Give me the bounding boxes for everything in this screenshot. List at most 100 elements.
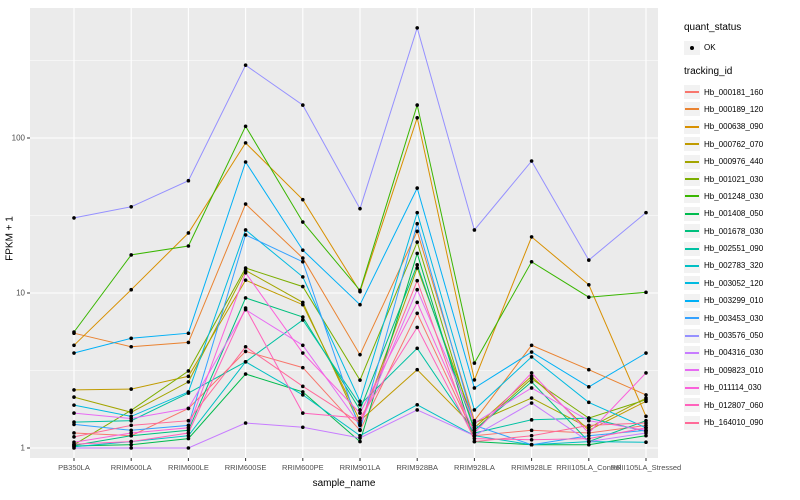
x-tick-label: RRIM600LE: [168, 463, 209, 472]
data-point: [587, 423, 591, 428]
data-point: [186, 446, 191, 450]
y-axis-title: FPKM + 1: [4, 216, 16, 261]
data-point: [243, 421, 248, 425]
data-point: [415, 115, 420, 120]
legend-item-Hb_000762_070: Hb_000762_070: [684, 136, 800, 153]
data-point: [644, 371, 648, 375]
data-point: [644, 440, 648, 444]
data-point: [243, 124, 248, 129]
x-tick-label: RRIM928LE: [511, 463, 552, 472]
data-point: [243, 233, 248, 237]
data-point: [644, 425, 648, 430]
data-point: [243, 270, 248, 275]
data-point: [644, 421, 648, 425]
data-point: [186, 436, 191, 441]
data-point: [301, 197, 305, 202]
data-point: [529, 401, 534, 405]
legend-item-Hb_009823_010: Hb_009823_010: [684, 362, 800, 379]
data-point: [243, 278, 248, 282]
legend: quant_status OK tracking_id Hb_000181_16…: [684, 22, 800, 441]
x-tick-label: RRIM901LA: [340, 463, 381, 472]
legend-line-swatch: [684, 137, 700, 152]
data-point: [587, 367, 591, 372]
data-point: [186, 433, 191, 438]
legend-title-quant-status: quant_status: [684, 22, 742, 33]
data-point: [186, 231, 191, 235]
data-point: [415, 240, 420, 244]
data-point: [472, 361, 477, 365]
data-point: [415, 186, 420, 190]
data-point: [129, 431, 133, 435]
data-point: [72, 216, 76, 220]
data-point: [358, 428, 362, 432]
data-point: [415, 251, 420, 256]
data-point: [472, 439, 477, 444]
data-point: [529, 428, 534, 433]
data-point: [472, 408, 477, 412]
legend-item-Hb_003453_030: Hb_003453_030: [684, 309, 800, 326]
data-point: [301, 256, 305, 260]
data-point: [243, 372, 248, 376]
data-point: [358, 439, 362, 444]
data-point: [529, 371, 534, 375]
data-point: [587, 439, 591, 444]
data-point: [301, 425, 305, 430]
legend-item-label: Hb_001248_030: [704, 191, 764, 201]
data-point: [644, 210, 648, 215]
data-point: [301, 351, 305, 355]
y-tick-label: 1: [21, 444, 26, 453]
legend-line-swatch: [684, 258, 700, 273]
data-point: [587, 282, 591, 287]
data-point: [415, 263, 420, 267]
legend-line-swatch: [684, 85, 700, 100]
legend-line-swatch: [684, 154, 700, 169]
legend-item-label: Hb_009823_010: [704, 365, 764, 375]
legend-item-Hb_003299_010: Hb_003299_010: [684, 292, 800, 309]
legend-item-Hb_001021_030: Hb_001021_030: [684, 170, 800, 187]
legend-item-label: Hb_012807_060: [704, 400, 764, 410]
legend-item-Hb_002783_320: Hb_002783_320: [684, 257, 800, 274]
x-tick-label: RRII105LA_Control: [556, 463, 621, 472]
data-point: [587, 431, 591, 435]
legend-line-swatch: [684, 276, 700, 291]
x-tick-label: RRIM600SE: [225, 463, 267, 472]
data-point: [472, 431, 477, 435]
legend-item-Hb_004316_030: Hb_004316_030: [684, 344, 800, 361]
data-point: [358, 288, 362, 293]
data-point: [243, 228, 248, 232]
legend-line-swatch: [684, 102, 700, 117]
data-point: [415, 266, 420, 270]
data-point: [415, 221, 420, 226]
legend-item-label: Hb_003052_120: [704, 278, 764, 288]
data-point: [186, 418, 191, 423]
data-point: [415, 103, 420, 107]
legend-line-swatch: [684, 398, 700, 413]
data-point: [186, 431, 191, 435]
data-point: [644, 290, 648, 295]
x-tick-label: RRIM928LA: [454, 463, 495, 472]
legend-item-label: Hb_000976_440: [704, 157, 764, 167]
data-point: [243, 359, 248, 364]
data-point: [129, 344, 133, 349]
data-point: [186, 331, 191, 336]
data-point: [301, 315, 305, 319]
legend-line-swatch: [684, 293, 700, 308]
data-point: [301, 343, 305, 348]
legend-line-swatch: [684, 119, 700, 134]
legend-item-label: Hb_164010_090: [704, 418, 764, 427]
data-point: [72, 422, 76, 427]
legend-item-label: Hb_000762_070: [704, 139, 764, 149]
data-point: [358, 436, 362, 440]
data-point: [529, 376, 534, 381]
data-point: [644, 397, 648, 402]
data-point: [129, 428, 133, 433]
data-point: [529, 396, 534, 400]
legend-line-swatch: [684, 328, 700, 343]
data-point: [72, 351, 76, 355]
tracking-id-items: Hb_000181_160 Hb_000189_120 Hb_000638_090 H…: [684, 83, 800, 431]
legend-item-label: Hb_000181_160: [704, 87, 764, 97]
data-point: [129, 387, 133, 391]
data-point: [587, 258, 591, 262]
data-point: [587, 433, 591, 438]
